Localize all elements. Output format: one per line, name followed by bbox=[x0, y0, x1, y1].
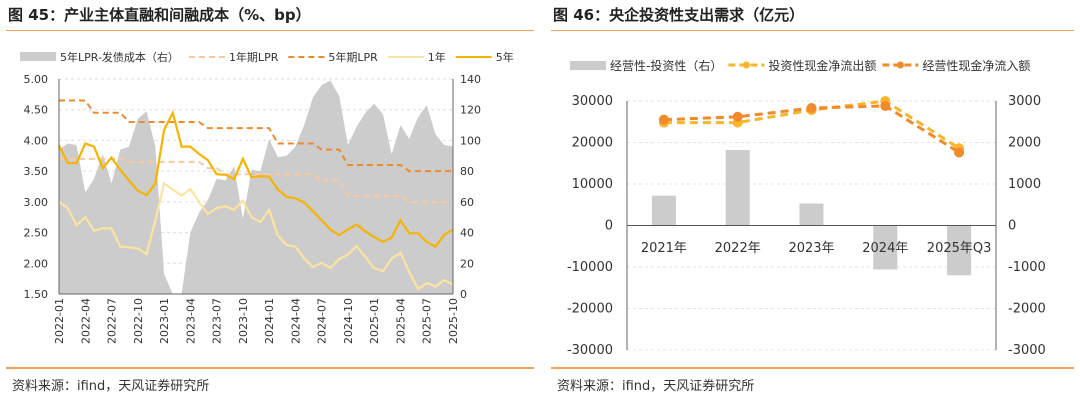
y-left-tick-label: 30000 bbox=[572, 94, 613, 109]
bar bbox=[873, 225, 898, 270]
divider bbox=[6, 367, 534, 369]
y-left-tick-label: 2.00 bbox=[24, 257, 49, 270]
x-tick-label: 2021年 bbox=[641, 241, 687, 256]
source-note: 资料来源：ifind，天风证券研究所 bbox=[557, 379, 755, 394]
y-right-tick-label: 2000 bbox=[1008, 136, 1041, 151]
y-left-tick-label: 5.00 bbox=[24, 73, 49, 86]
bar bbox=[799, 203, 824, 226]
legend-label: 经营性现金净流入额 bbox=[922, 58, 1030, 73]
data-point bbox=[806, 103, 817, 114]
y-right-tick-label: 20 bbox=[460, 257, 474, 270]
x-tick-label: 2024-01 bbox=[263, 298, 276, 344]
x-tick-label: 2022年 bbox=[715, 241, 761, 256]
y-left-tick-label: 4.00 bbox=[24, 134, 49, 147]
x-tick-label: 2024年 bbox=[862, 241, 908, 256]
y-right-tick-label: 140 bbox=[460, 73, 481, 86]
chart-panel-46: 图 46：央企投资性支出需求（亿元） 30000 3000 20000 2000 100… bbox=[545, 0, 1080, 406]
data-point bbox=[658, 114, 669, 125]
y-right-tick-label: -1000 bbox=[1008, 260, 1046, 275]
x-tick-label: 2023-10 bbox=[237, 298, 250, 344]
chart-title: 图 45：产业主体直融和间融成本（%、bp） bbox=[8, 6, 311, 24]
x-tick-label: 2025-07 bbox=[421, 298, 434, 344]
y-right-tick-label: 40 bbox=[460, 227, 474, 240]
y-right-tick-label: -2000 bbox=[1008, 302, 1046, 317]
area-series-spread bbox=[59, 80, 453, 294]
y-right-tick-label: 3000 bbox=[1008, 94, 1041, 109]
x-tick-label: 2023年 bbox=[788, 241, 834, 256]
y-left-tick-label: 10000 bbox=[572, 177, 613, 192]
y-left-tick-label: 3.00 bbox=[24, 196, 49, 209]
data-point bbox=[880, 100, 891, 111]
line-series-3 bbox=[58, 109, 454, 249]
legend-label: 5年LPR-发债成本（右） bbox=[60, 50, 179, 64]
divider bbox=[551, 367, 1074, 369]
x-tick-label: 2022-04 bbox=[79, 298, 92, 344]
x-tick-label: 2024-04 bbox=[289, 298, 302, 344]
y-left-tick-label: 20000 bbox=[572, 136, 613, 151]
y-left-tick-label: 1.50 bbox=[24, 288, 49, 301]
chart-45: 5.00 140 4.50 120 4.00 100 3.50 80 3.00 60 2.50 40 2… bbox=[20, 50, 514, 344]
data-point bbox=[954, 147, 965, 158]
x-tick-label: 2023-01 bbox=[158, 298, 171, 344]
x-tick-label: 2024-07 bbox=[316, 298, 329, 344]
chart-title: 图 46：央企投资性支出需求（亿元） bbox=[553, 6, 805, 24]
y-right-tick-label: 0 bbox=[1008, 219, 1016, 234]
y-right-tick-label: 100 bbox=[460, 134, 481, 147]
y-right-tick-label: 120 bbox=[460, 104, 481, 117]
line-series-2 bbox=[58, 181, 454, 291]
line-series-0 bbox=[59, 157, 453, 203]
y-left-tick-label: 0 bbox=[605, 219, 613, 234]
divider bbox=[551, 30, 1074, 31]
y-right-tick-label: -3000 bbox=[1008, 343, 1046, 358]
data-point bbox=[732, 111, 743, 122]
y-left-tick-label: 3.50 bbox=[24, 165, 49, 178]
y-left-tick-label: -10000 bbox=[567, 260, 613, 275]
legend-label: 1年期LPR bbox=[229, 50, 279, 64]
source-note: 资料来源：ifind，天风证券研究所 bbox=[12, 379, 210, 394]
legend-swatch bbox=[570, 61, 606, 70]
legend-marker bbox=[742, 61, 750, 69]
y-left-tick-label: -20000 bbox=[567, 302, 613, 317]
x-tick-label: 2023-07 bbox=[211, 298, 224, 344]
legend-marker bbox=[896, 61, 904, 69]
x-tick-label: 2022-10 bbox=[132, 298, 145, 344]
x-tick-label: 2025-04 bbox=[394, 298, 407, 344]
y-right-tick-label: 60 bbox=[460, 196, 474, 209]
y-left-tick-label: 4.50 bbox=[24, 104, 49, 117]
y-right-tick-label: 0 bbox=[460, 288, 467, 301]
bar bbox=[725, 149, 750, 226]
x-tick-label: 2024-10 bbox=[342, 298, 355, 344]
legend-label: 5年 bbox=[496, 50, 514, 64]
bar bbox=[947, 225, 972, 276]
legend-label: 5年期LPR bbox=[328, 50, 378, 64]
x-tick-label: 2022-01 bbox=[53, 298, 66, 344]
legend-label: 经营性-投资性（右） bbox=[610, 58, 722, 73]
y-right-tick-label: 80 bbox=[460, 165, 474, 178]
x-tick-label: 2025-10 bbox=[447, 298, 460, 344]
x-tick-label: 2023-04 bbox=[184, 298, 197, 344]
x-tick-label: 2025年Q3 bbox=[927, 241, 992, 256]
bar bbox=[651, 195, 676, 226]
divider bbox=[6, 30, 534, 31]
y-left-tick-label: 2.50 bbox=[24, 227, 49, 240]
legend-label: 1年 bbox=[428, 50, 446, 64]
chart-panel-45: 图 45：产业主体直融和间融成本（%、bp） 5.00 140 4.50 120 4.0… bbox=[6, 6, 534, 394]
x-tick-label: 2022-07 bbox=[106, 298, 119, 344]
y-left-tick-label: -30000 bbox=[567, 343, 613, 358]
legend-swatch bbox=[20, 52, 56, 61]
x-tick-label: 2025-01 bbox=[368, 298, 381, 344]
line-series-1 bbox=[59, 99, 453, 173]
legend-label: 投资性现金净流出额 bbox=[768, 58, 876, 73]
y-right-tick-label: 1000 bbox=[1008, 177, 1041, 192]
